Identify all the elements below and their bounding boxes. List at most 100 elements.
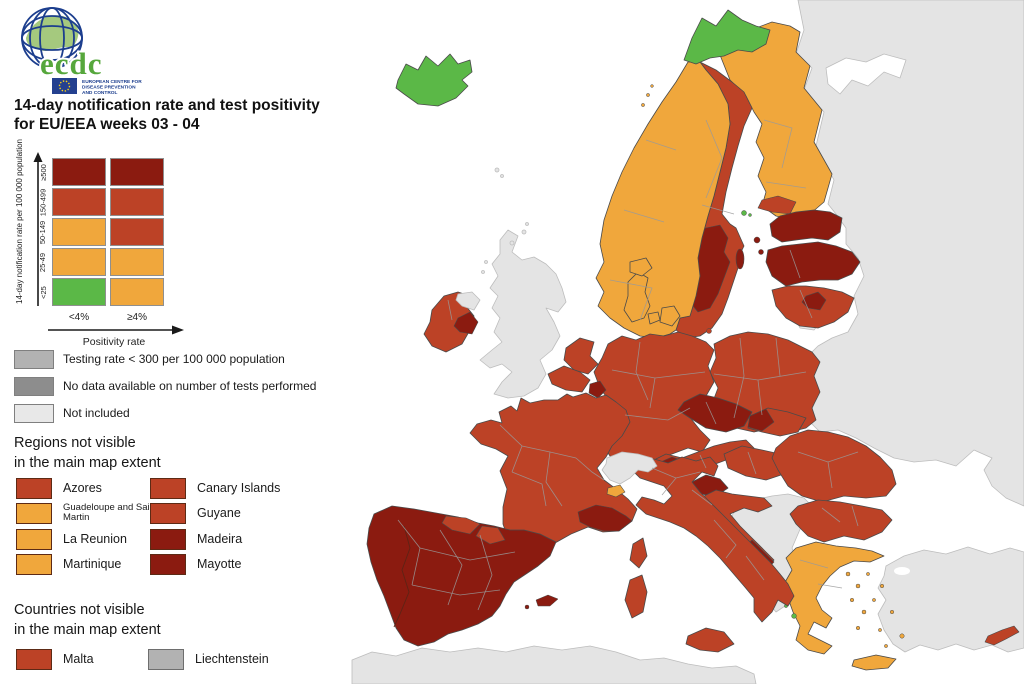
region-norway-finnmark bbox=[683, 9, 771, 65]
matrix-row-label-3: 25-49 bbox=[38, 252, 48, 272]
legend-swatch-guyane bbox=[150, 502, 186, 524]
countries-heading: Countries not visible in the main map ex… bbox=[14, 602, 161, 638]
country-czechia bbox=[677, 393, 753, 433]
matrix-cell-r0c0 bbox=[52, 158, 106, 186]
matrix-cell-r2c0 bbox=[52, 218, 106, 246]
logo-globe-landmass bbox=[26, 15, 79, 51]
matrix-cell-r0c1 bbox=[110, 158, 164, 186]
matrix-cell-r4c1 bbox=[110, 278, 164, 306]
country-latvia bbox=[765, 241, 861, 287]
legend-panel: ecdc EUROPEAN CENTRE FOR DISEASE PREVENT… bbox=[0, 0, 360, 684]
country-switzerland bbox=[601, 451, 658, 485]
island-bornholm bbox=[706, 328, 712, 334]
logo-org-line3: AND CONTROL bbox=[82, 90, 118, 96]
region-borders bbox=[397, 119, 859, 611]
matrix-row-label-2: 50-149 bbox=[38, 220, 48, 244]
legend-item-no-data: No data available on number of tests per… bbox=[14, 376, 316, 396]
legend-swatch-guadeloupe bbox=[16, 502, 52, 524]
legend-label-no-data: No data available on number of tests per… bbox=[63, 379, 317, 393]
legend-swatch-madeira bbox=[150, 528, 186, 550]
map-title: 14-day notification rate and test positi… bbox=[14, 96, 320, 134]
country-romania bbox=[771, 429, 897, 503]
country-turkey bbox=[877, 546, 1024, 653]
legend-swatch-malta bbox=[16, 648, 52, 670]
norway-coastal-islands bbox=[641, 84, 654, 107]
region-france-provence bbox=[577, 504, 633, 532]
matrix-row-label-1: 150-499 bbox=[38, 188, 48, 216]
island-sardinia bbox=[624, 574, 648, 619]
legend-swatch-liechtenstein bbox=[148, 648, 184, 670]
legend-item-malta: Malta bbox=[16, 648, 94, 670]
logo-org-line2: DISEASE PREVENTION bbox=[82, 85, 136, 91]
legend-item-guyane: Guyane bbox=[150, 502, 241, 524]
region-ireland-east bbox=[453, 311, 479, 335]
island-gotland bbox=[735, 248, 745, 270]
country-bulgaria bbox=[789, 499, 893, 543]
matrix-cell-r3c1 bbox=[110, 248, 164, 276]
country-netherlands bbox=[563, 337, 599, 375]
legend-swatch-mayotte bbox=[150, 553, 186, 575]
matrix-x-axis-label: Positivity rate bbox=[82, 336, 146, 348]
estonia-islands bbox=[753, 236, 764, 255]
matrix-y-axis-label: 14-day notification rate per 100 000 pop… bbox=[15, 138, 24, 304]
regions-heading: Regions not visible in the main map exte… bbox=[14, 435, 161, 471]
islands-balearic bbox=[524, 594, 559, 610]
faroe-islands bbox=[494, 167, 504, 178]
white-sea bbox=[825, 53, 907, 95]
legend-swatch-azores bbox=[16, 477, 52, 499]
x-axis-arrow-icon bbox=[48, 325, 184, 335]
country-cyprus bbox=[984, 625, 1020, 646]
country-greece bbox=[783, 541, 885, 655]
sea-of-marmara bbox=[894, 567, 910, 575]
legend-item-mayotte: Mayotte bbox=[150, 553, 241, 575]
matrix-cell-r1c0 bbox=[52, 188, 106, 216]
island-corsica bbox=[629, 537, 648, 569]
island-sicily bbox=[685, 627, 735, 653]
region-slovakia-west bbox=[747, 408, 775, 432]
legend-item-martinique: Martinique bbox=[16, 553, 121, 575]
region-france-geneva bbox=[606, 484, 626, 498]
country-estonia bbox=[769, 209, 843, 243]
logo-globe-grid bbox=[21, 7, 83, 69]
matrix-legend: 14-day notification rate per 100 000 pop… bbox=[10, 138, 200, 348]
greece-aegean-islands bbox=[845, 571, 905, 648]
matrix-cell-r1c1 bbox=[110, 188, 164, 216]
legend-item-guadeloupe: Guadeloupe and Saint Martin bbox=[16, 502, 158, 524]
legend-swatch-no-data bbox=[14, 376, 54, 396]
island-aland bbox=[741, 210, 752, 217]
legend-item-la-reunion: La Reunion bbox=[16, 528, 127, 550]
matrix-col-label-1: ≥4% bbox=[127, 312, 147, 323]
legend-swatch-testing-rate bbox=[14, 349, 54, 369]
legend-item-madeira: Madeira bbox=[150, 528, 242, 550]
matrix-row-label-0: ≥500 bbox=[38, 163, 48, 181]
uk-northern-isles bbox=[481, 222, 529, 274]
matrix-cell-r3c0 bbox=[52, 248, 106, 276]
map-title-line2: for EU/EEA weeks 03 - 04 bbox=[14, 116, 200, 133]
region-spain-navarra bbox=[475, 525, 506, 545]
legend-item-testing-rate: Testing rate < 300 per 100 000 populatio… bbox=[14, 349, 285, 369]
matrix-col-label-0: <4% bbox=[68, 312, 90, 323]
legend-item-liechtenstein: Liechtenstein bbox=[148, 648, 269, 670]
matrix-cell-r4c0 bbox=[52, 278, 106, 306]
country-italy bbox=[633, 456, 795, 623]
region-vilnius bbox=[801, 291, 827, 311]
legend-item-canary-islands: Canary Islands bbox=[150, 477, 280, 499]
eu-flag bbox=[52, 78, 77, 94]
country-north-africa bbox=[351, 645, 757, 684]
logo-org-line1: EUROPEAN CENTRE FOR bbox=[82, 79, 142, 85]
portugal-spain-border bbox=[393, 525, 411, 628]
legend-label-not-included: Not included bbox=[63, 406, 130, 420]
legend-swatch-not-included bbox=[14, 403, 54, 423]
matrix-row-label-4: <25 bbox=[38, 285, 48, 299]
map-title-line1: 14-day notification rate and test positi… bbox=[14, 97, 320, 114]
legend-swatch-martinique bbox=[16, 553, 52, 575]
legend-item-not-included: Not included bbox=[14, 403, 130, 423]
island-crete bbox=[851, 654, 897, 671]
matrix-cell-r2c1 bbox=[110, 218, 164, 246]
legend-item-azores: Azores bbox=[16, 477, 102, 499]
country-iceland bbox=[395, 53, 473, 107]
legend-swatch-canary-islands bbox=[150, 477, 186, 499]
country-belgium bbox=[547, 365, 591, 393]
